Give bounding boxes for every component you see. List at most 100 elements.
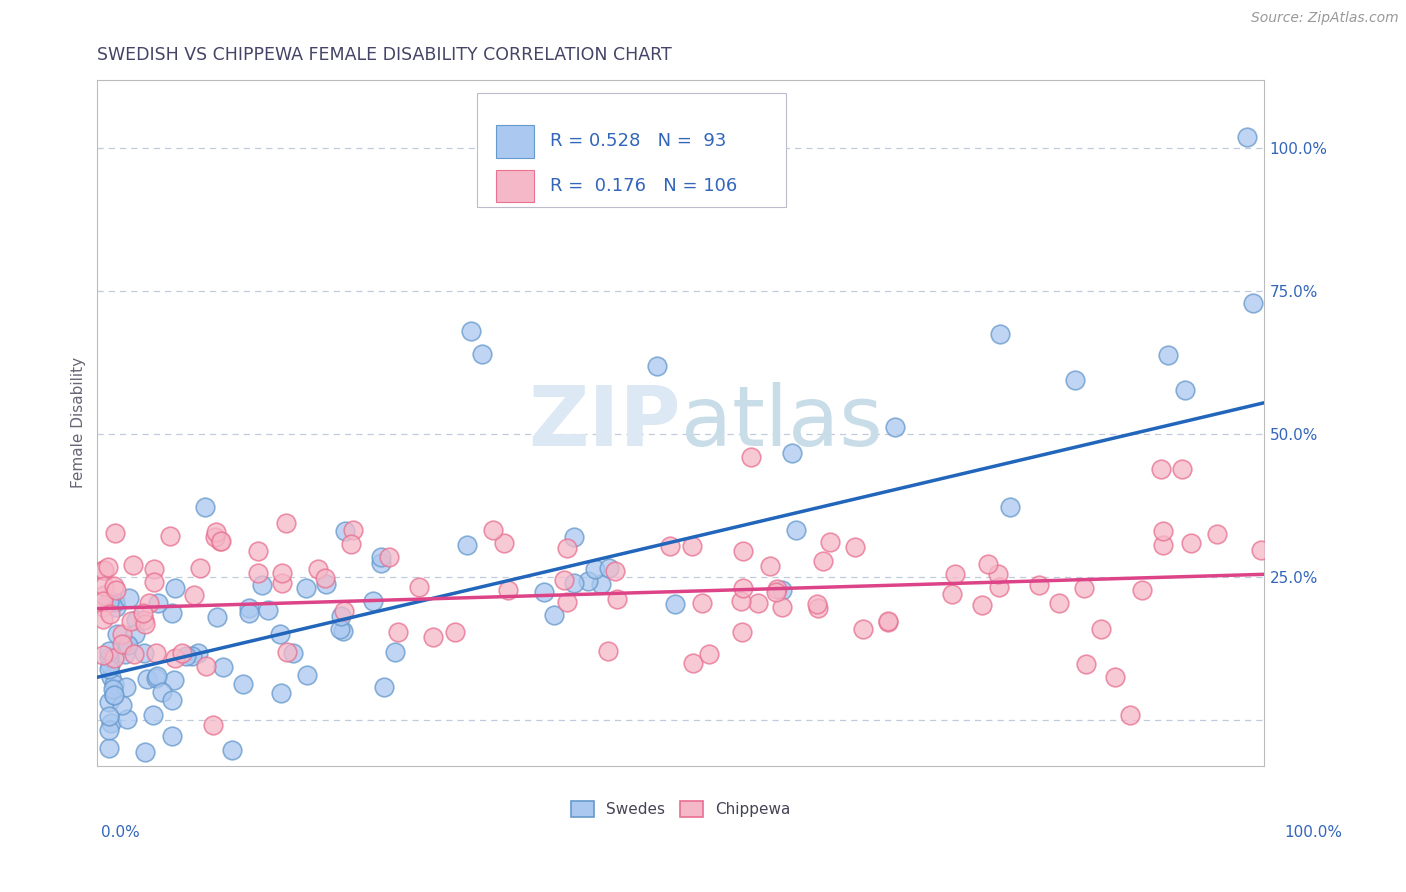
Point [105,583,128,598]
Point [990,327,1012,342]
Point [314,572,336,586]
Point [970,598,993,612]
Point [174,649,197,664]
Point [658,539,681,553]
Point [160,692,183,706]
Point [271,576,294,591]
Point [1130,582,1153,597]
Point [221,742,243,756]
Point [747,596,769,610]
Point [770,583,793,598]
Point [562,576,585,591]
Point [104,600,127,615]
Point [136,672,159,686]
Point [188,561,211,575]
Point [205,525,228,540]
Text: 0.0%: 0.0% [101,825,141,840]
Point [329,622,352,636]
FancyBboxPatch shape [477,94,786,207]
Point [142,708,165,723]
Point [104,525,127,540]
Point [98,595,121,609]
Point [208,534,231,549]
Point [578,574,600,588]
Point [117,639,139,653]
Point [1174,383,1197,397]
Point [131,606,153,620]
Point [98,649,121,664]
Point [163,582,186,596]
Point [250,578,273,592]
Point [333,604,356,618]
Point [93,579,115,593]
Point [145,672,167,686]
Point [98,662,121,676]
Point [1000,500,1022,514]
Y-axis label: Female Disability: Female Disability [72,357,86,488]
Point [194,500,217,514]
Point [146,669,169,683]
Point [160,729,183,743]
Point [204,530,226,544]
Text: R =  0.176   N = 106: R = 0.176 N = 106 [550,177,737,195]
Point [876,614,898,628]
Point [941,587,963,601]
Text: 100.0%: 100.0% [1285,825,1343,840]
Point [165,651,187,665]
Point [496,583,519,598]
Point [257,603,280,617]
Text: R = 0.528   N =  93: R = 0.528 N = 93 [550,132,727,151]
Point [1205,527,1227,541]
Point [145,646,167,660]
Point [98,708,121,723]
Point [690,596,713,610]
Point [697,648,720,662]
Point [481,523,503,537]
Point [329,609,352,624]
Point [770,599,793,614]
Point [98,607,121,622]
FancyBboxPatch shape [496,169,534,202]
Point [98,644,121,658]
Point [110,637,132,651]
Point [766,582,789,596]
Point [134,616,156,631]
Point [384,645,406,659]
Point [142,574,165,589]
Text: atlas: atlas [681,383,883,463]
Point [408,580,430,594]
Point [740,450,762,464]
Point [138,596,160,610]
Point [339,537,361,551]
Point [807,600,830,615]
Point [682,656,704,670]
Point [1119,708,1142,723]
Point [422,630,444,644]
Point [681,539,703,553]
Point [606,592,628,607]
Point [209,533,232,548]
Point [820,534,842,549]
Point [269,627,291,641]
Point [118,591,141,605]
Point [134,613,156,627]
Point [883,420,905,434]
Point [124,648,146,662]
Point [146,596,169,610]
Point [246,566,269,580]
Point [553,573,575,587]
Point [212,659,235,673]
Point [1074,657,1097,672]
Point [844,540,866,554]
Point [1063,373,1085,387]
Text: Source: ZipAtlas.com: Source: ZipAtlas.com [1251,11,1399,25]
Point [172,646,194,660]
Point [105,627,128,641]
Point [471,347,494,361]
Point [387,624,409,639]
Point [460,324,482,338]
Point [370,556,392,570]
Point [731,581,754,595]
Point [543,608,565,623]
Point [370,549,392,564]
